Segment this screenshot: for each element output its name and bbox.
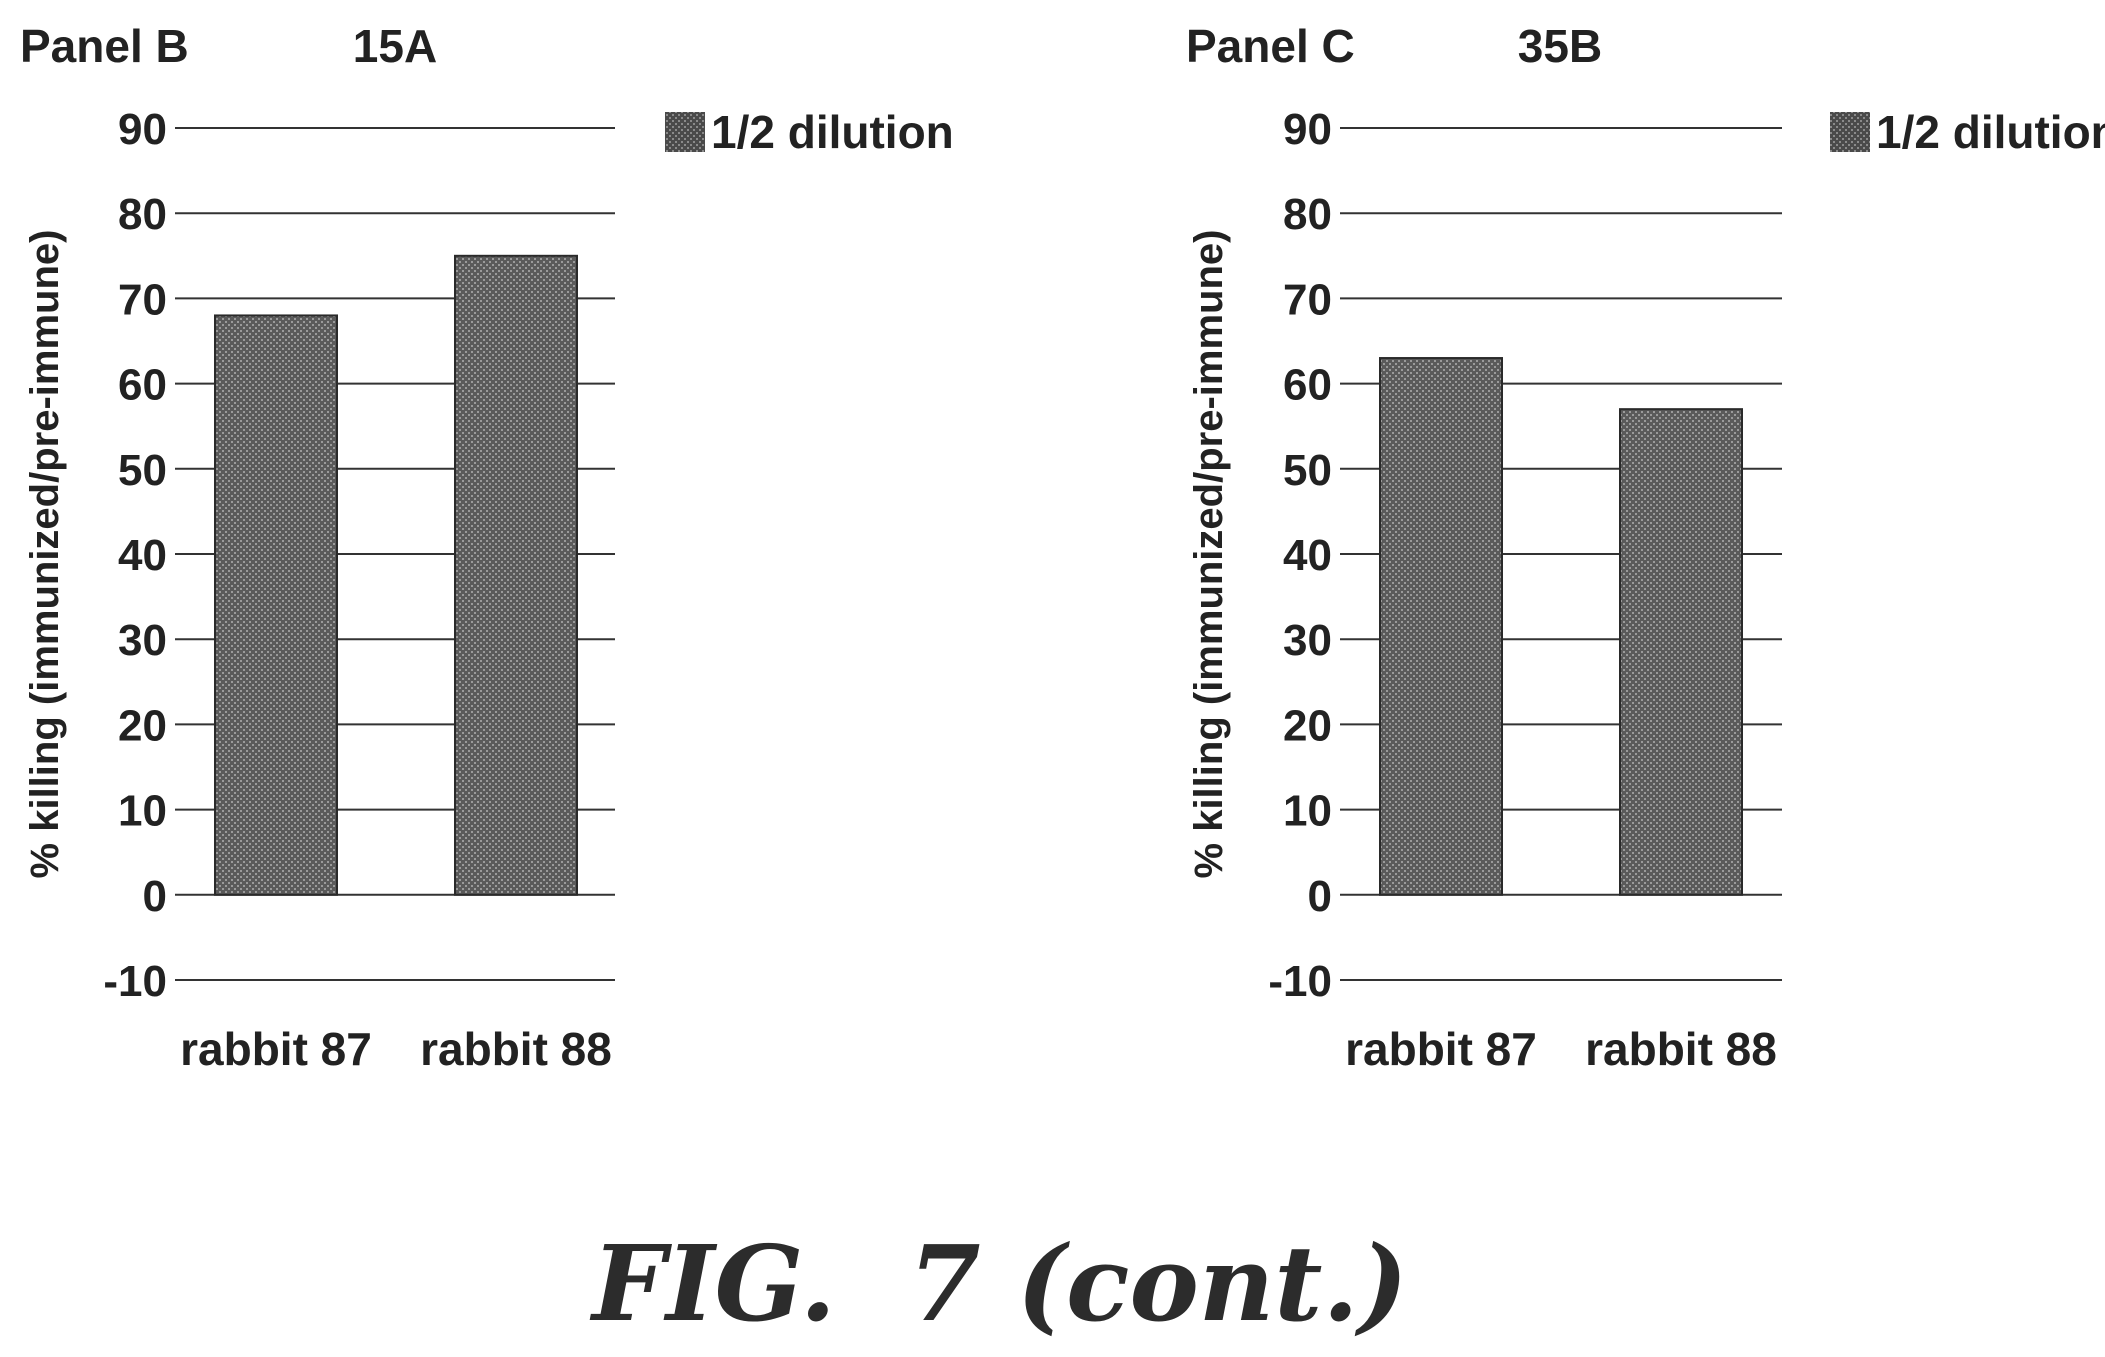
y-tick-label: 80 <box>118 190 167 239</box>
category-label: rabbit 87 <box>180 1023 372 1075</box>
category-label: rabbit 88 <box>1585 1023 1777 1075</box>
y-tick-label: 30 <box>1283 616 1332 665</box>
y-tick-label: 20 <box>118 701 167 750</box>
y-tick-label: 60 <box>1283 361 1332 410</box>
y-tick-label: 50 <box>1283 446 1332 495</box>
legend-label: 1/2 dilution <box>1876 106 2105 158</box>
bar <box>1619 408 1743 896</box>
legend-swatch <box>665 112 705 152</box>
category-label: rabbit 88 <box>420 1023 612 1075</box>
y-tick-label: 10 <box>1283 787 1332 836</box>
y-tick-label: 40 <box>1283 531 1332 580</box>
legend-label: 1/2 dilution <box>711 106 954 158</box>
y-tick-label: 60 <box>118 361 167 410</box>
y-tick-label: 40 <box>118 531 167 580</box>
legend-swatch <box>1830 112 1870 152</box>
y-tick-label: 30 <box>118 616 167 665</box>
y-tick-label: 90 <box>118 105 167 154</box>
panel-label: Panel C <box>1186 20 1355 72</box>
category-label: rabbit 87 <box>1345 1023 1537 1075</box>
y-tick-label: 50 <box>118 446 167 495</box>
y-tick-label: -10 <box>103 957 167 1006</box>
y-axis-label: % killing (immunized/pre-immune) <box>1187 230 1231 879</box>
y-tick-label: 10 <box>118 787 167 836</box>
y-tick-label: 80 <box>1283 190 1332 239</box>
y-tick-label: 70 <box>118 275 167 324</box>
bar <box>454 254 578 896</box>
panel-c-chart: Panel C 35B -10 0 10 20 30 40 50 60 70 80 90 % killin… <box>1186 20 2105 1075</box>
figure-caption: FIG. 7 (cont.) <box>589 1222 1408 1345</box>
panel-b-chart: Panel B 15A -10 0 10 20 30 40 50 60 70 80 90 % killin… <box>20 20 954 1075</box>
panel-label: Panel B <box>20 20 189 72</box>
y-axis-label: % killing (immunized/pre-immune) <box>23 230 67 879</box>
chart-title: 15A <box>353 20 437 72</box>
y-tick-label: 0 <box>1308 872 1332 921</box>
chart-title: 35B <box>1518 20 1602 72</box>
bar <box>214 314 338 896</box>
bar <box>1379 357 1503 896</box>
y-tick-label: 0 <box>143 872 167 921</box>
y-tick-label: 20 <box>1283 701 1332 750</box>
y-tick-label: 90 <box>1283 105 1332 154</box>
y-tick-label: 70 <box>1283 275 1332 324</box>
y-tick-label: -10 <box>1268 957 1332 1006</box>
